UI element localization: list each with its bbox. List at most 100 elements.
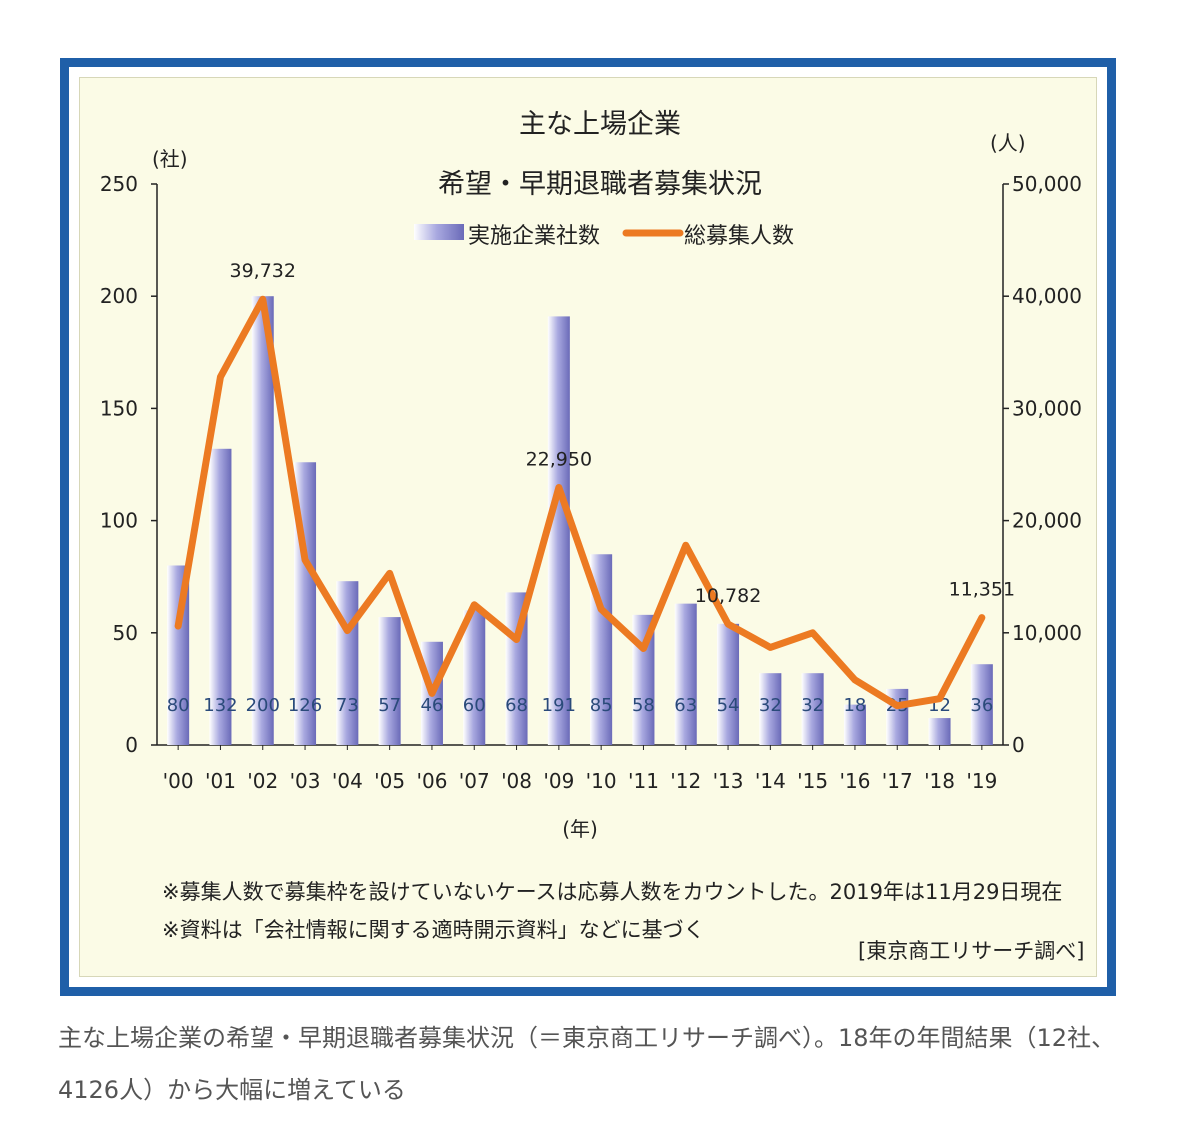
source-label: [東京商工リサーチ調べ] [858, 939, 1085, 963]
chart-subtitle: 希望・早期退職者募集状況 [438, 169, 762, 200]
x-tick-label: '03 [290, 769, 321, 793]
line-point [726, 622, 731, 627]
chart-frame [60, 58, 1116, 996]
bar-value-label: 32 [759, 695, 782, 716]
bar-value-label: 132 [203, 695, 237, 716]
bar-value-label: 68 [505, 695, 528, 716]
x-tick-label: '05 [374, 769, 405, 793]
line-point-label: 39,732 [230, 260, 296, 282]
line-point [303, 557, 308, 562]
line-point [218, 374, 223, 379]
x-tick-label: '06 [416, 769, 447, 793]
bar-value-label: 36 [970, 695, 993, 716]
x-tick-label: '04 [332, 769, 363, 793]
line-point [895, 703, 900, 708]
line-point [599, 607, 604, 612]
line-point [556, 485, 561, 490]
legend-swatch-bars [414, 224, 464, 240]
x-tick-label: '08 [501, 769, 532, 793]
y-left-tick-label: 150 [100, 396, 138, 420]
bar [928, 718, 951, 745]
chart-plot: 250 200 150 100 50 0 50,000 40,000 30,000 20,000 1… [100, 131, 1082, 841]
bar-value-label: 60 [463, 695, 486, 716]
line-point-label: 11,351 [949, 579, 1015, 601]
x-tick-label: '10 [586, 769, 617, 793]
line-point [937, 696, 942, 701]
x-tick-label: '02 [247, 769, 278, 793]
bar-value-label: 126 [288, 695, 322, 716]
bar [336, 581, 359, 745]
y-left-tick-label: 50 [113, 621, 138, 645]
line-point [387, 571, 392, 576]
line-point [514, 637, 519, 642]
bar-value-label: 57 [378, 695, 401, 716]
y-right-tick-label: 50,000 [1012, 172, 1082, 196]
y-left-unit-label: (社) [152, 147, 188, 171]
legend-label-line: 総募集人数 [684, 224, 795, 249]
bar [970, 664, 993, 745]
line-point [260, 297, 265, 302]
line-point [345, 628, 350, 633]
bar-value-label: 32 [801, 695, 824, 716]
bar-value-label: 46 [420, 695, 443, 716]
chart-panel [79, 77, 1097, 977]
y-right-tick-label: 30,000 [1012, 396, 1082, 420]
y-left-tick-label: 0 [125, 733, 138, 757]
bar [759, 673, 782, 745]
bar [674, 603, 697, 745]
bar [717, 623, 740, 745]
x-axis-label: (年) [562, 817, 598, 841]
line-point [683, 543, 688, 548]
y-left-tick-label: 200 [100, 284, 138, 308]
bar [251, 296, 274, 745]
bar-value-label: 191 [542, 695, 576, 716]
y-right-tick-label: 10,000 [1012, 621, 1082, 645]
bar [801, 673, 824, 745]
x-tick-label: '19 [966, 769, 997, 793]
x-tick-label: '12 [670, 769, 701, 793]
caption-line-1: 主な上場企業の希望・早期退職者募集状況（＝東京商工リサーチ調べ）。18年の年間結… [58, 1024, 1116, 1052]
x-tick-label: '07 [459, 769, 490, 793]
line-point-label: 22,950 [526, 449, 592, 471]
legend-label-bars: 実施企業社数 [468, 224, 601, 249]
x-tick-label: '16 [839, 769, 870, 793]
line-point [429, 691, 434, 696]
y-right-unit-label: (人) [990, 131, 1026, 155]
line-point [472, 602, 477, 607]
line-point [641, 646, 646, 651]
line-point [979, 615, 984, 620]
bar [463, 610, 486, 745]
x-tick-label: '11 [628, 769, 659, 793]
x-tick-label: '18 [924, 769, 955, 793]
line-point [852, 677, 857, 682]
y-right-tick-label: 0 [1012, 733, 1025, 757]
caption-line-2: 4126人）から大幅に増えている [58, 1076, 406, 1104]
x-tick-label: '14 [755, 769, 786, 793]
bar-value-label: 85 [590, 695, 613, 716]
line-point [176, 624, 181, 629]
line-series [174, 295, 986, 710]
y-right-tick-label: 40,000 [1012, 284, 1082, 308]
line-point [810, 630, 815, 635]
note-2: ※資料は「会社情報に関する適時開示資料」などに基づく [162, 918, 705, 942]
y-left-tick-label: 250 [100, 172, 138, 196]
line-point-label: 10,782 [695, 585, 761, 607]
bar-value-label: 200 [246, 695, 280, 716]
x-tick-label: '00 [163, 769, 194, 793]
bar [843, 704, 866, 745]
note-1: ※募集人数で募集枠を設けていないケースは応募人数をカウントした。2019年は11… [162, 880, 1063, 904]
bar-value-label: 73 [336, 695, 359, 716]
bar-value-label: 58 [632, 695, 655, 716]
bar [547, 316, 570, 745]
x-tick-label: '13 [713, 769, 744, 793]
y-right-tick-label: 20,000 [1012, 509, 1082, 533]
chart-title: 主な上場企業 [519, 109, 681, 140]
bar-value-label: 18 [843, 695, 866, 716]
bar [209, 448, 232, 745]
bar [378, 617, 401, 745]
y-left-tick-label: 100 [100, 509, 138, 533]
x-tick-label: '09 [543, 769, 574, 793]
bar-value-label: 54 [717, 695, 740, 716]
bar-value-label: 80 [167, 695, 190, 716]
x-tick-label: '01 [205, 769, 236, 793]
